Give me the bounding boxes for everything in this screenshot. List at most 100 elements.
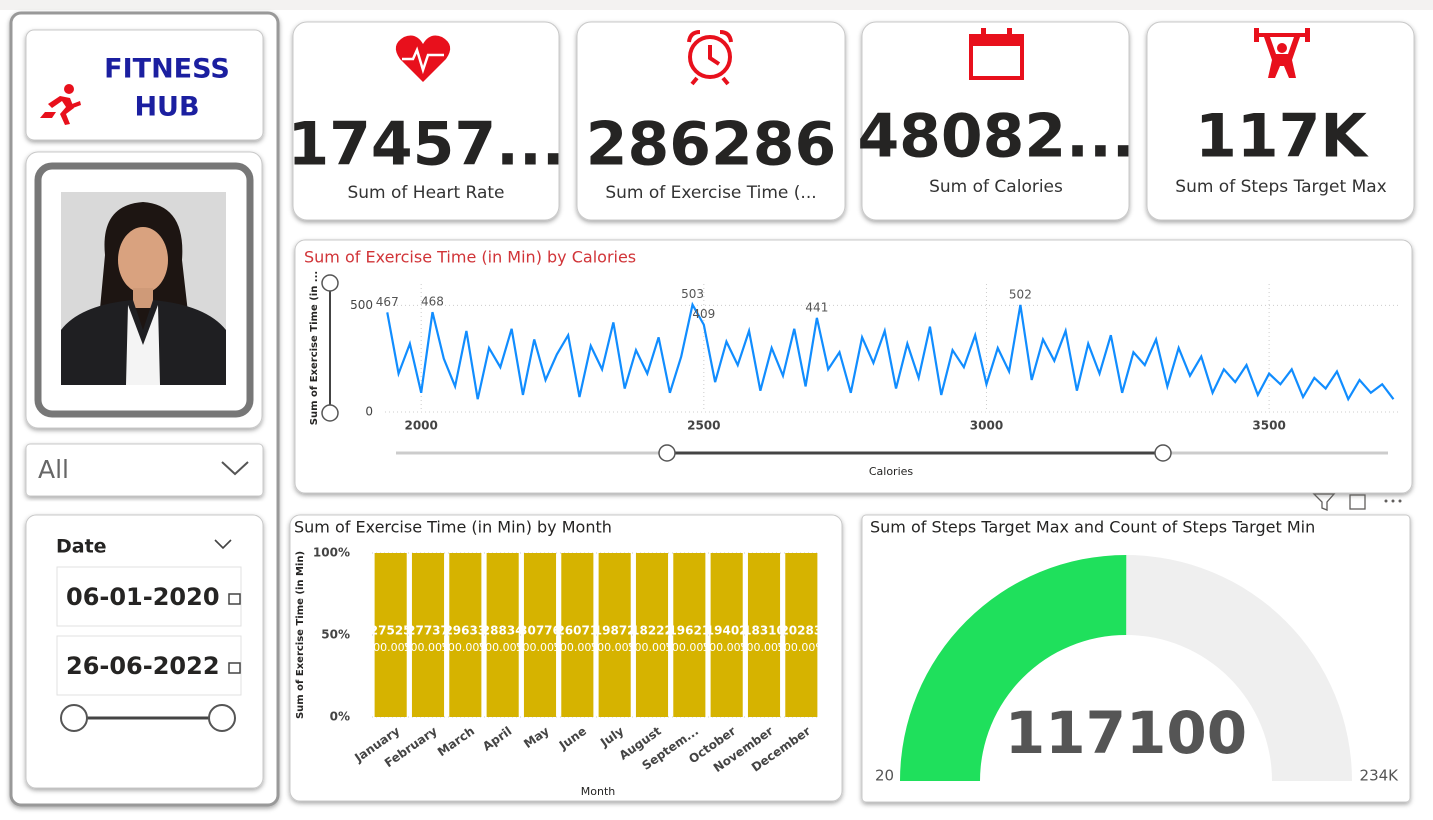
data-label: 100.00%: [777, 641, 826, 654]
bar: [486, 553, 519, 717]
y-tick-label: 500: [350, 298, 373, 312]
dropdown[interactable]: [25, 443, 264, 497]
y-zoom-handle[interactable]: [321, 274, 339, 292]
data-label: 100.00%: [740, 641, 789, 654]
segment-label: 18310: [743, 624, 785, 638]
dropdown-chevron[interactable]: [221, 461, 249, 476]
bar: [710, 553, 743, 717]
x-axis-title: Month: [581, 785, 616, 798]
kpi-label: Sum of Heart Rate: [347, 183, 504, 203]
data-label: 100.00%: [366, 641, 415, 654]
end-date-box[interactable]: [56, 635, 242, 696]
alarm-icon: [687, 30, 733, 86]
segment-label: 20283: [780, 624, 822, 638]
y-axis-title: Sum of Exercise Time (in ...: [309, 271, 320, 425]
bar: [561, 553, 594, 717]
kpi-label: Sum of Calories: [929, 177, 1063, 197]
x-tick-label: 3500: [1252, 419, 1285, 433]
segment-label: 27525: [370, 624, 412, 638]
data-label: 502: [1009, 287, 1032, 301]
dropdown-value: All: [38, 455, 69, 484]
kpi-card: [576, 21, 846, 221]
gauge-value-label: 117100: [1005, 699, 1247, 767]
calendar-big-icon: [969, 28, 1024, 80]
x-tick-label: 2500: [687, 419, 720, 433]
data-label: 100.00%: [478, 641, 527, 654]
kpi-card: [1146, 21, 1415, 221]
x-axis-title: Calories: [869, 465, 914, 478]
segment-label: 27737: [407, 624, 449, 638]
bar: [411, 553, 445, 717]
data-label: 409: [692, 307, 715, 321]
data-label: 100.00%: [553, 641, 602, 654]
filter-icon[interactable]: [1312, 493, 1336, 511]
y-axis-title: Sum of Exercise Time (in Min): [295, 551, 306, 719]
data-label: 100.00%: [628, 641, 677, 654]
brand-title: FITNESS: [104, 54, 230, 85]
bar: [449, 553, 482, 717]
data-label: 100.00%: [404, 641, 453, 654]
charts: 17457... Sum of Heart Rate 286286 Sum of Ex…: [287, 102, 1399, 798]
data-label: 100.00%: [590, 641, 639, 654]
data-label: 503: [681, 287, 704, 301]
date-handle-end[interactable]: [208, 704, 236, 732]
top-bar: [0, 0, 1433, 10]
brand-card: [25, 29, 264, 141]
start-date[interactable]: 06-01-2020: [66, 583, 220, 611]
calendar-icon[interactable]: [228, 662, 241, 674]
segment-label: 18222: [631, 624, 673, 638]
kpi-row: [292, 21, 1415, 221]
kpi-card: [861, 21, 1130, 221]
y-tick-label: 0: [365, 405, 373, 419]
segment-label: 19621: [668, 624, 710, 638]
bar: [374, 553, 407, 717]
x-tick-label: 3000: [970, 419, 1003, 433]
data-label: 441: [805, 300, 828, 314]
bar: [523, 553, 557, 717]
x-tick-label: 2000: [404, 419, 437, 433]
data-label: 468: [421, 295, 444, 309]
kpi-value: 117K: [1195, 102, 1369, 172]
data-label: 467: [376, 295, 399, 309]
runner-icon: [40, 84, 81, 125]
brand-subtitle: HUB: [134, 92, 199, 123]
data-label: 100.00%: [702, 641, 751, 654]
y-tick-label: 0%: [330, 710, 350, 724]
segment-label: 19402: [706, 624, 748, 638]
visual-header: [1312, 493, 1402, 511]
chart-title: Sum of Steps Target Max and Count of Ste…: [870, 518, 1315, 537]
date-chevron[interactable]: [214, 539, 232, 550]
line-chart-card: [294, 239, 1413, 494]
chart-title: Sum of Exercise Time (in Min) by Calorie…: [304, 248, 636, 267]
x-zoom-handle[interactable]: [1154, 444, 1172, 462]
chart-title: Sum of Exercise Time (in Min) by Month: [294, 518, 612, 537]
segment-label: 19872: [594, 624, 636, 638]
profile-photo: [61, 192, 226, 385]
bar: [785, 553, 818, 717]
calendar-icon[interactable]: [228, 593, 241, 605]
segment-label: 29633: [444, 624, 486, 638]
date-handle-start[interactable]: [60, 704, 88, 732]
y-tick-label: 100%: [313, 546, 350, 560]
data-label: 100.00%: [441, 641, 490, 654]
kpi-card: [292, 21, 560, 221]
start-date-box[interactable]: [56, 566, 242, 627]
bar: [598, 553, 631, 717]
end-date[interactable]: 26-06-2022: [66, 652, 220, 680]
bar: [747, 553, 781, 717]
bar: [635, 553, 669, 717]
x-zoom-handle[interactable]: [658, 444, 676, 462]
weightlifter-icon: [1254, 28, 1310, 78]
segment-label: 28834: [482, 624, 524, 638]
data-label: 100.00%: [665, 641, 714, 654]
y-zoom-handle[interactable]: [321, 404, 339, 422]
focus-icon[interactable]: [1349, 494, 1366, 510]
gauge-min-label: 20: [875, 767, 894, 785]
kpi-value: 48082...: [857, 102, 1134, 172]
kpi-value: 17457...: [287, 110, 564, 180]
gauge-value: [900, 554, 1127, 781]
more-icon[interactable]: [1384, 499, 1402, 503]
bar: [673, 553, 706, 717]
